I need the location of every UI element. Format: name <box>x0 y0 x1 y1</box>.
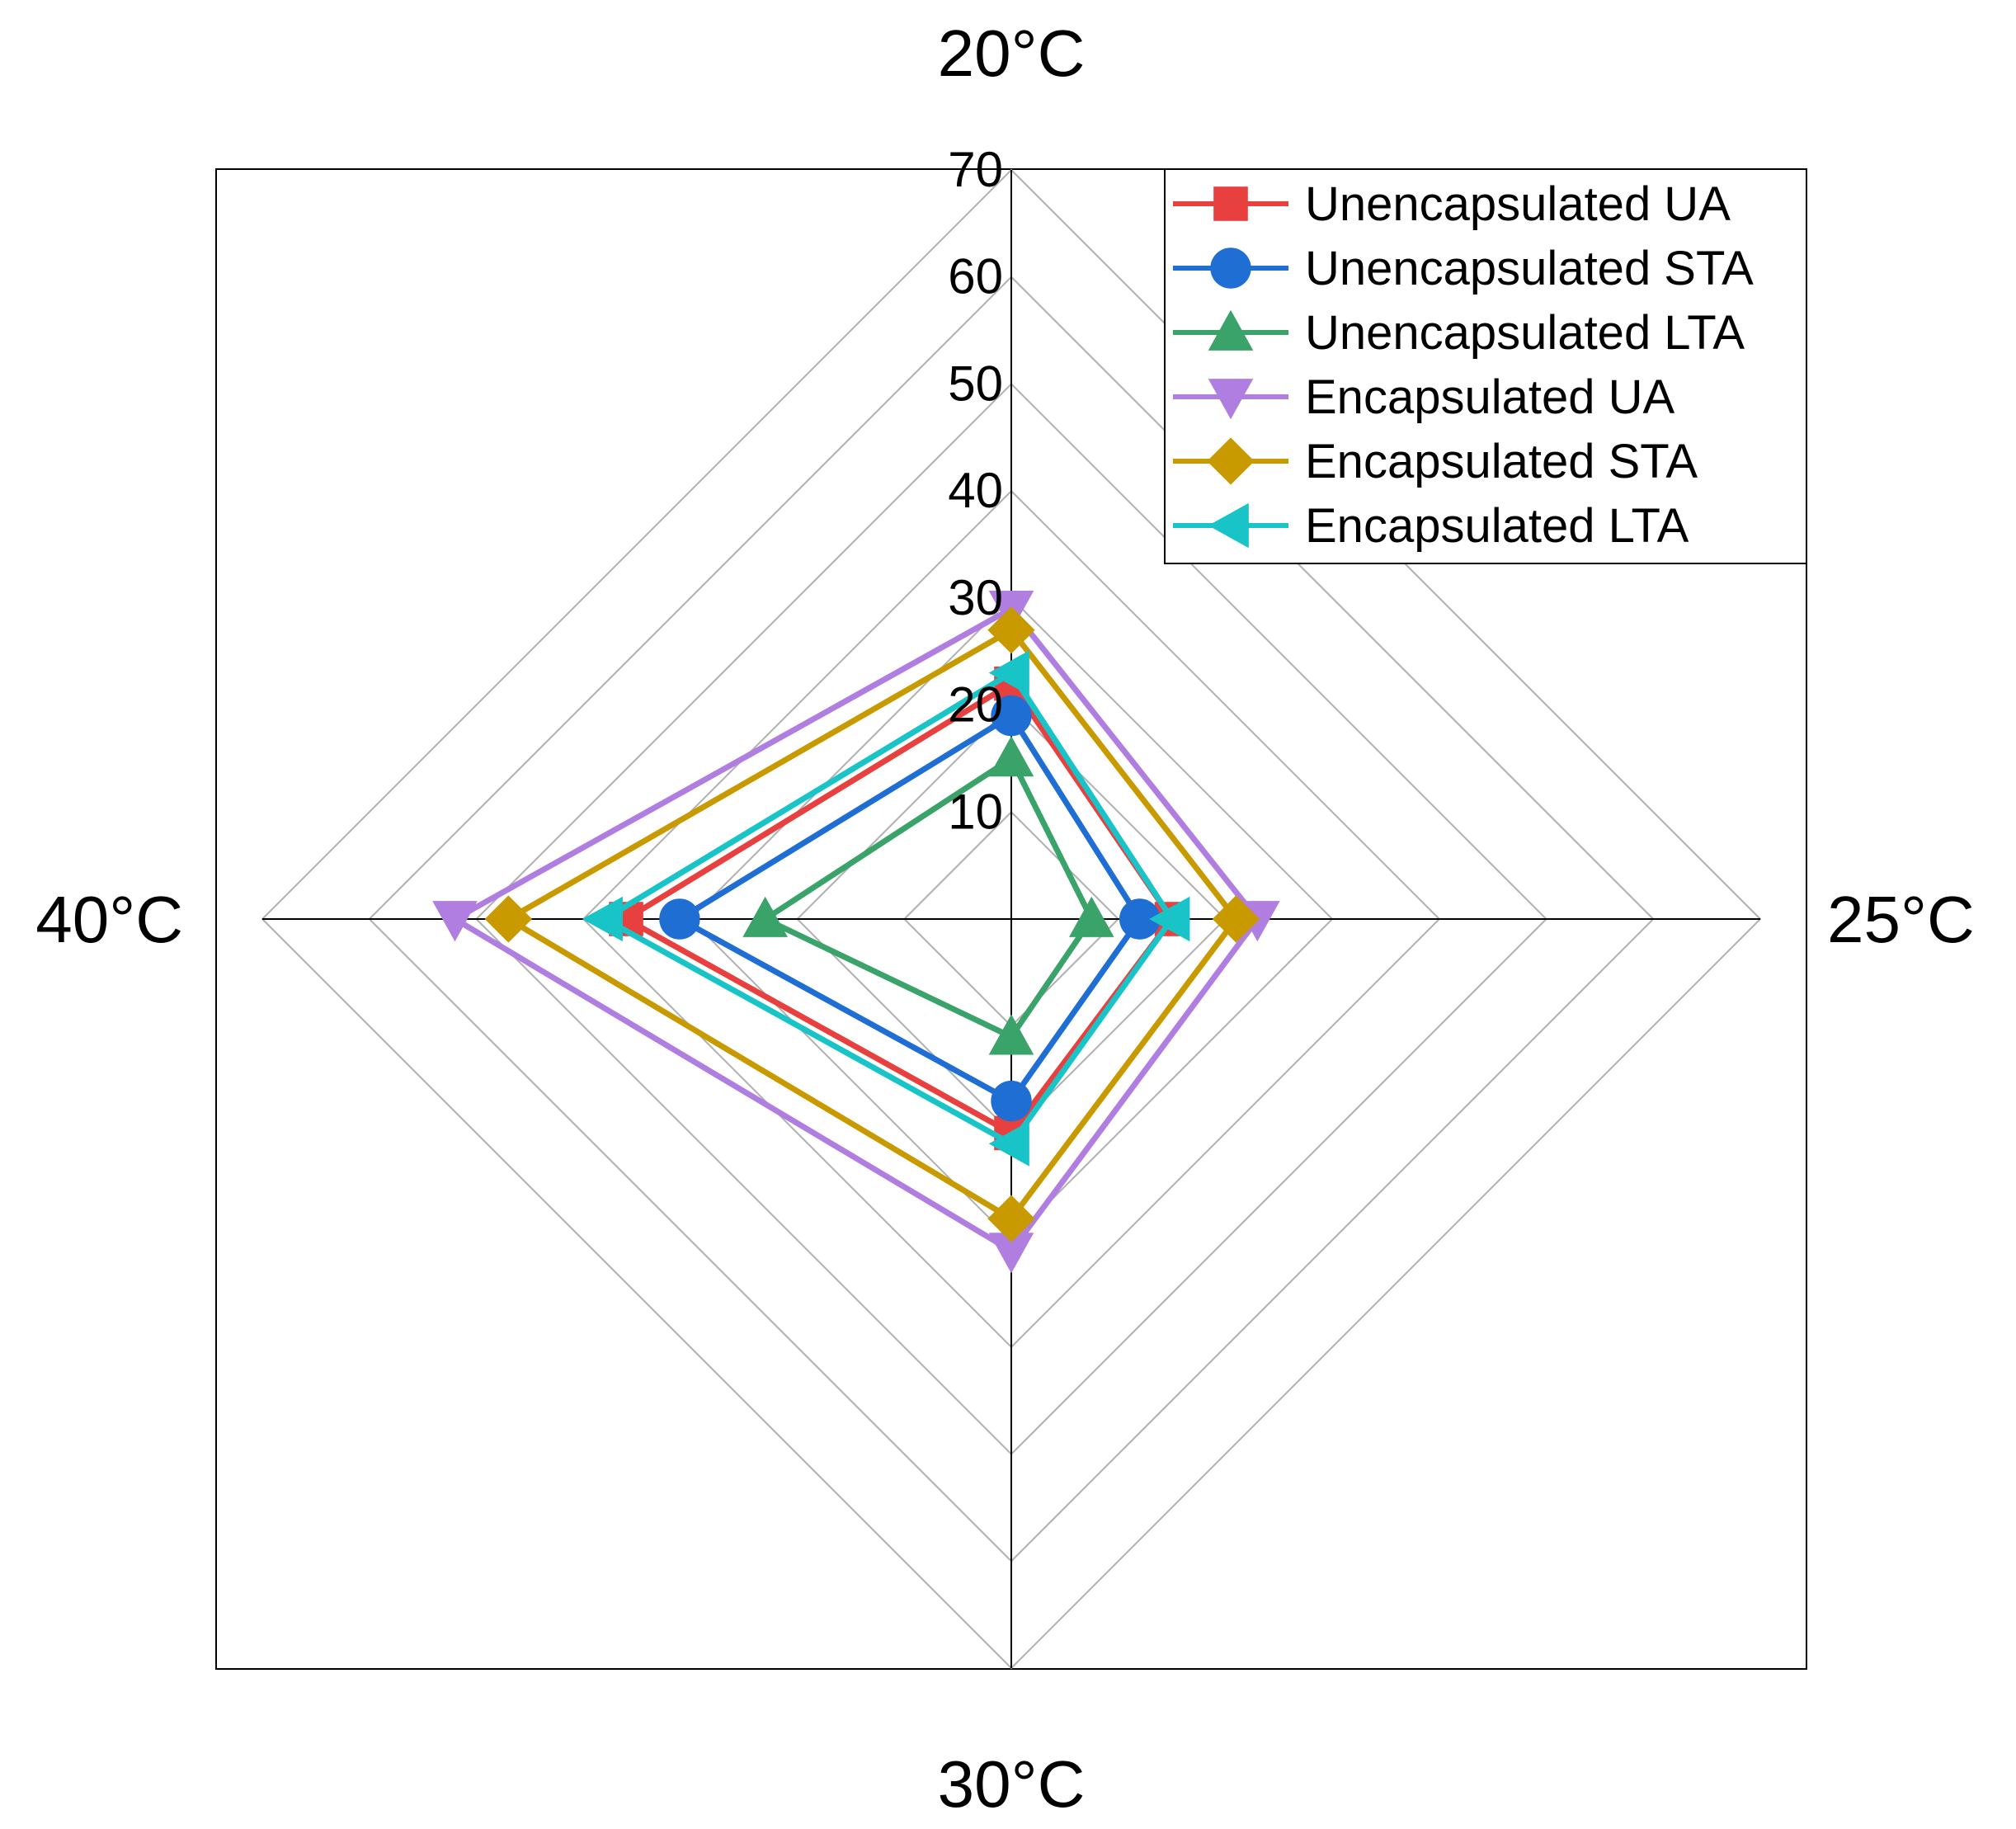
legend-marker-triangle-up <box>1208 309 1254 351</box>
tick-label: 70 <box>948 142 1003 197</box>
tick-label: 10 <box>948 784 1003 839</box>
legend-item-unencapsulated-lta: Unencapsulated LTA <box>1173 306 1745 360</box>
tick-label: 40 <box>948 463 1003 518</box>
data-point-encapsulated-lta-40-c <box>582 896 623 942</box>
data-point-encapsulated-sta-20-c <box>987 606 1035 654</box>
data-point-unencapsulated-lta-40-c <box>742 896 788 937</box>
legend-label: Encapsulated UA <box>1305 370 1675 424</box>
tick-label: 60 <box>948 249 1003 304</box>
data-point-encapsulated-ua-40-c <box>432 901 478 942</box>
data-point-unencapsulated-lta-25-c <box>1068 896 1114 937</box>
legend-item-unencapsulated-sta: Unencapsulated STA <box>1173 242 1754 295</box>
tick-label: 50 <box>948 356 1003 411</box>
data-point-encapsulated-lta-30-c <box>988 1121 1029 1167</box>
series-layer <box>432 590 1280 1274</box>
data-point-unencapsulated-sta-25-c <box>1119 898 1161 940</box>
legend-box <box>1164 168 1807 564</box>
legend-item-unencapsulated-ua: Unencapsulated UA <box>1173 177 1731 231</box>
legend-label: Unencapsulated LTA <box>1305 306 1745 360</box>
legend-label: Encapsulated LTA <box>1305 499 1689 553</box>
data-point-unencapsulated-lta-20-c <box>988 736 1034 777</box>
data-point-encapsulated-sta-40-c <box>484 895 533 943</box>
series-encapsulated-sta <box>484 606 1260 1242</box>
legend-marker-triangle-down <box>1208 379 1254 420</box>
data-point-unencapsulated-sta-30-c <box>991 1080 1032 1122</box>
tick-label: 20 <box>948 677 1003 733</box>
data-point-encapsulated-sta-30-c <box>987 1195 1035 1242</box>
legend-label: Unencapsulated STA <box>1305 242 1754 295</box>
data-point-encapsulated-sta-25-c <box>1212 895 1260 943</box>
tick-layer: 10 20 30 40 50 60 70 <box>948 142 1003 839</box>
tick-label: 30 <box>948 570 1003 625</box>
legend-marker-circle <box>1210 247 1251 289</box>
legend: Unencapsulated UA Unencapsulated STA Unenc… <box>1164 168 1807 564</box>
data-point-encapsulated-lta-25-c <box>1149 896 1190 942</box>
legend-marker-square <box>1213 186 1248 221</box>
data-point-unencapsulated-lta-30-c <box>988 1014 1034 1055</box>
data-point-unencapsulated-sta-40-c <box>659 898 700 940</box>
series-unencapsulated-lta <box>742 736 1114 1055</box>
series-unencapsulated-sta <box>659 695 1161 1122</box>
axis-label-layer: 20°C 25°C 30°C 40°C <box>35 16 1975 1821</box>
legend-label: Unencapsulated UA <box>1305 177 1731 231</box>
series-encapsulated-lta <box>582 650 1190 1167</box>
data-point-encapsulated-ua-30-c <box>988 1233 1034 1274</box>
data-point-unencapsulated-sta-20-c <box>991 695 1032 737</box>
data-point-encapsulated-lta-20-c <box>988 650 1029 695</box>
legend-marker-triangle-left <box>1208 502 1249 549</box>
legend-item-encapsulated-ua: Encapsulated UA <box>1173 370 1675 424</box>
axis-label-30-c: 30°C <box>938 1747 1086 1821</box>
legend-item-encapsulated-lta: Encapsulated LTA <box>1173 499 1689 553</box>
legend-marker-diamond <box>1207 437 1255 485</box>
axis-label-25-c: 25°C <box>1827 883 1975 956</box>
axis-label-20-c: 20°C <box>938 16 1086 90</box>
axis-label-40-c: 40°C <box>35 883 183 956</box>
legend-label: Encapsulated STA <box>1305 435 1698 488</box>
legend-item-encapsulated-sta: Encapsulated STA <box>1173 435 1698 488</box>
